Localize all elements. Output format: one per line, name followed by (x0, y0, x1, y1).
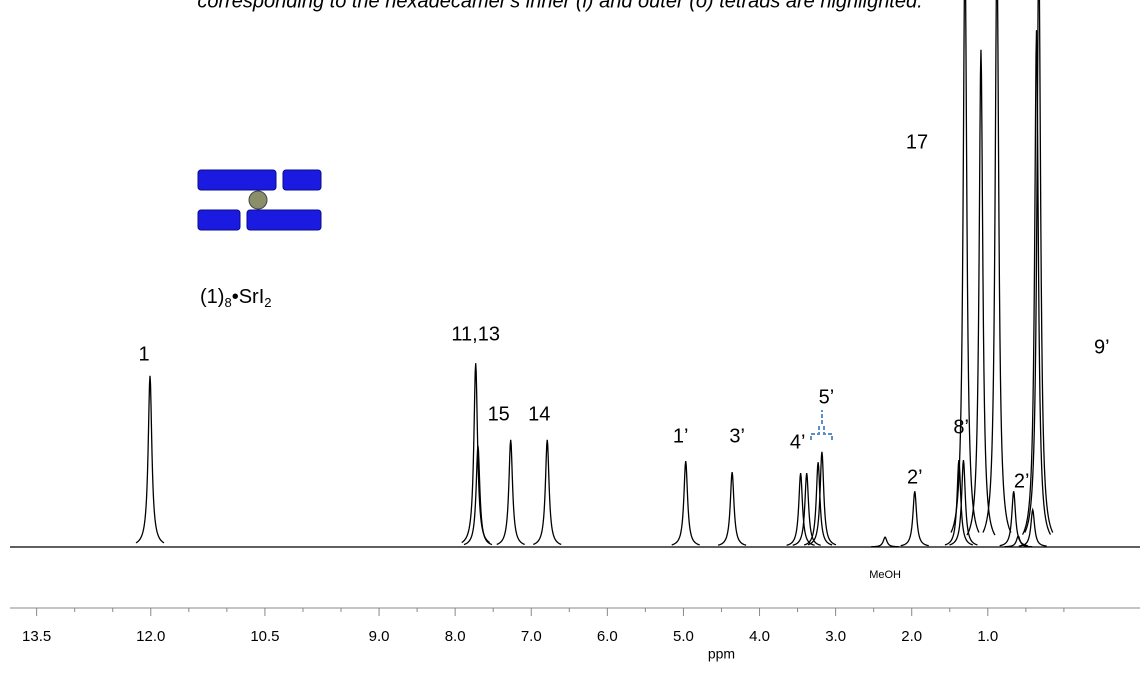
peak (671, 461, 700, 546)
peak (950, 0, 980, 533)
structure-icon (197, 169, 322, 231)
caption: corresponding to the hexadecamer's inner… (197, 0, 922, 12)
peak-label: 11,13 (451, 323, 500, 345)
x-tick-label: 8.0 (445, 628, 466, 645)
peak (999, 491, 1028, 547)
x-tick-label: 9.0 (369, 628, 390, 645)
peak-label: 8’ (953, 416, 969, 438)
peak (803, 462, 833, 546)
peak (982, 0, 1012, 533)
x-tick-label: 3.0 (825, 628, 846, 645)
x-tick-label: 7.0 (521, 628, 542, 645)
x-tick-label: 5.0 (673, 628, 694, 645)
peak (807, 451, 837, 546)
compound-label: (1)8•SrI2 (200, 286, 271, 310)
peak-label: MeOH (869, 569, 901, 581)
compound-part: (1) (200, 286, 224, 308)
peak (1018, 507, 1047, 547)
peak-label: 5’ (819, 386, 835, 408)
x-tick-label: 12.0 (136, 628, 165, 645)
peak (900, 491, 929, 547)
x-tick-label: 13.5 (22, 628, 51, 645)
x-tick-label: 1.0 (977, 628, 998, 645)
peak-label: 9’ (1094, 336, 1110, 358)
compound-part: 2 (264, 295, 271, 310)
peak-label: 3’ (729, 425, 745, 447)
peak (461, 363, 491, 544)
x-tick-label: 4.0 (749, 628, 770, 645)
peak-label: 14 (528, 403, 550, 425)
x-tick-label: 10.5 (250, 628, 279, 645)
x-axis-label: ppm (708, 646, 735, 662)
peak (717, 471, 747, 546)
highlight-bracket (810, 410, 833, 440)
peak-label: 15 (488, 403, 510, 425)
peak-label: 17 (906, 131, 928, 153)
peak (966, 49, 996, 536)
peak-label: 1 (138, 343, 149, 365)
peak (944, 459, 974, 546)
peak (1021, 30, 1052, 535)
peak (786, 473, 815, 546)
x-tick-label: 6.0 (597, 628, 618, 645)
peak (532, 439, 562, 546)
peak (1004, 535, 1033, 548)
peak (949, 459, 978, 546)
peak (792, 473, 821, 546)
peak-label: 4’ (790, 431, 806, 453)
peak (463, 445, 493, 546)
peak (135, 375, 165, 544)
compound-part: 8 (224, 295, 231, 310)
peak-label: 1’ (673, 425, 689, 447)
compound-part: •SrI (232, 286, 265, 308)
x-tick-label: 2.0 (901, 628, 922, 645)
peak-label: 2’ (1014, 470, 1030, 492)
peak (1024, 0, 1054, 533)
peak (871, 536, 900, 548)
peak (496, 439, 525, 546)
peak-label: 2’ (907, 466, 923, 488)
